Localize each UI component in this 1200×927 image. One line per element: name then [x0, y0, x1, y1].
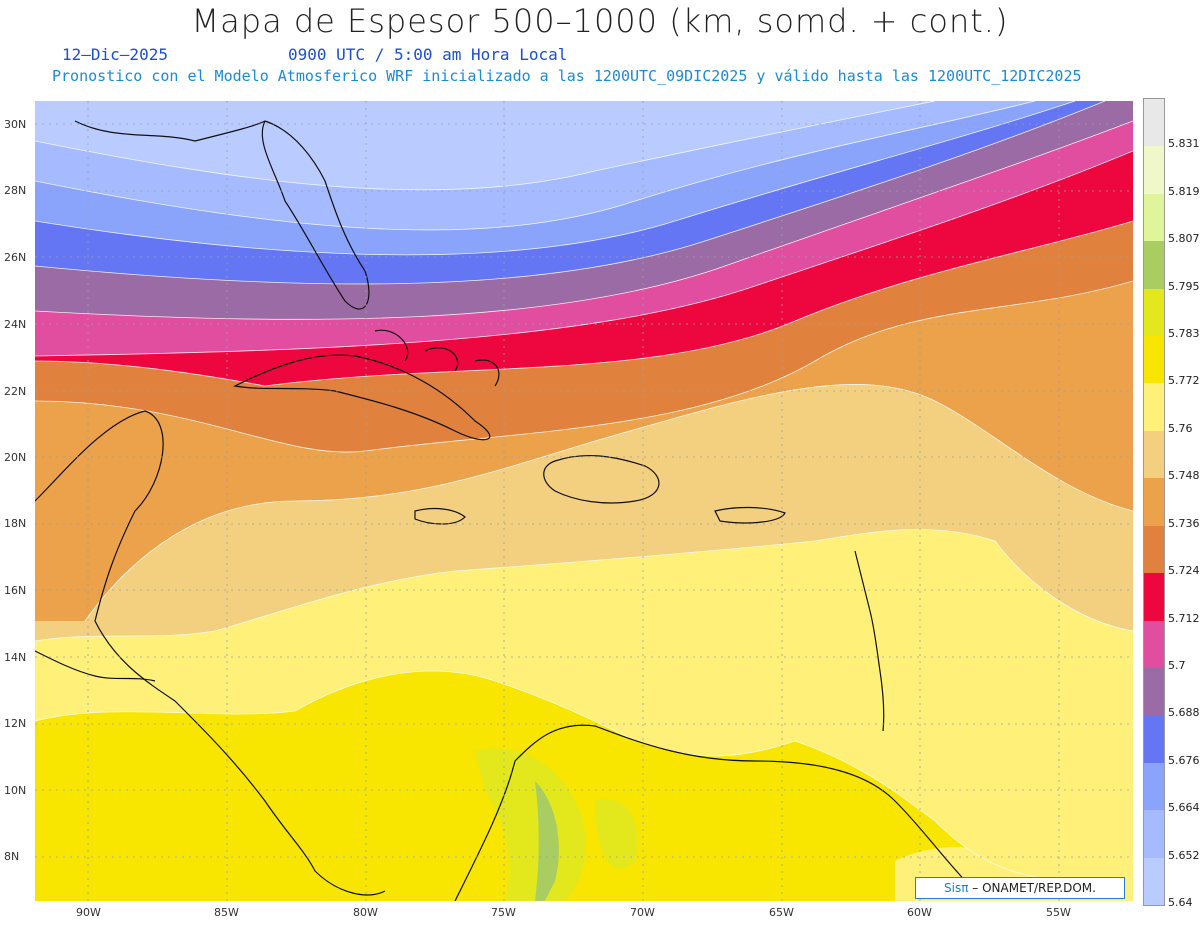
credit-box: Sisπ – ONAMET/REP.DOM.: [915, 877, 1125, 899]
lon-label-55w: 55W: [1046, 906, 1071, 919]
colorbar-segment: [1144, 99, 1164, 147]
colorbar-label: 5.688: [1168, 706, 1200, 720]
colorbar-label: 5.819: [1168, 184, 1200, 198]
lon-label-80w: 80W: [353, 906, 378, 919]
colorbar-label: 5.76: [1168, 421, 1193, 435]
lon-label-75w: 75W: [491, 906, 516, 919]
colorbar-segment: [1144, 715, 1164, 764]
lat-label-30n: 30N: [4, 118, 27, 131]
colorbar-segment: [1144, 667, 1164, 716]
colorbar-segment: [1144, 573, 1164, 622]
colorbar-segment: [1144, 193, 1164, 242]
colorbar-label: 5.724: [1168, 564, 1200, 578]
thickness-map: [35, 101, 1133, 901]
lon-label-85w: 85W: [214, 906, 239, 919]
colorbar-label: 5.64: [1168, 896, 1193, 909]
colorbar-segment: [1144, 336, 1164, 384]
colorbar-label: 5.652: [1168, 848, 1200, 862]
colorbar-segment: [1144, 525, 1164, 574]
forecast-time: 0900 UTC / 5:00 am Hora Local: [288, 45, 568, 64]
lat-label-10n: 10N: [4, 784, 27, 797]
lon-label-60w: 60W: [907, 906, 932, 919]
colorbar-label: 5.807: [1168, 232, 1200, 246]
colorbar-segment: [1144, 857, 1164, 906]
lon-label-70w: 70W: [630, 906, 655, 919]
lat-label-18n: 18N: [4, 517, 27, 530]
colorbar-segment: [1144, 810, 1164, 859]
lat-label-20n: 20N: [4, 451, 27, 464]
colorbar: [1143, 98, 1165, 906]
colorbar-label: 5.831: [1168, 137, 1200, 151]
forecast-description: Pronostico con el Modelo Atmosferico WRF…: [52, 67, 1082, 85]
lat-label-16n: 16N: [4, 584, 27, 597]
colorbar-segment: [1144, 241, 1164, 290]
credit-org: – ONAMET/REP.DOM.: [968, 881, 1096, 895]
lat-label-24n: 24N: [4, 318, 27, 331]
colorbar-segment: [1144, 146, 1164, 195]
lat-label-26n: 26N: [4, 251, 27, 264]
lat-label-14n: 14N: [4, 651, 27, 664]
colorbar-segment: [1144, 762, 1164, 811]
colorbar-label: 5.772: [1168, 374, 1200, 388]
colorbar-segment: [1144, 620, 1164, 669]
lon-label-90w: 90W: [76, 906, 101, 919]
map-title: Mapa de Espesor 500–1000 (km, somd. + co…: [191, 2, 1009, 40]
lat-label-8n: 8N: [4, 850, 20, 863]
lat-label-22n: 22N: [4, 385, 27, 398]
colorbar-label: 5.795: [1168, 279, 1200, 293]
forecast-date: 12–Dic–2025: [62, 45, 168, 64]
lon-label-65w: 65W: [769, 906, 794, 919]
colorbar-label: 5.783: [1168, 327, 1200, 341]
colorbar-label: 5.7: [1168, 658, 1186, 672]
lat-label-28n: 28N: [4, 184, 27, 197]
colorbar-segment: [1144, 430, 1164, 479]
colorbar-segment: [1144, 288, 1164, 337]
colorbar-segment: [1144, 383, 1164, 432]
credit-sis: Sisπ: [944, 881, 969, 895]
colorbar-label: 5.736: [1168, 516, 1200, 530]
colorbar-segment: [1144, 478, 1164, 527]
lat-label-12n: 12N: [4, 717, 27, 730]
colorbar-label: 5.748: [1168, 469, 1200, 483]
colorbar-label: 5.712: [1168, 611, 1200, 625]
colorbar-label: 5.664: [1168, 801, 1200, 815]
colorbar-label: 5.676: [1168, 753, 1200, 767]
